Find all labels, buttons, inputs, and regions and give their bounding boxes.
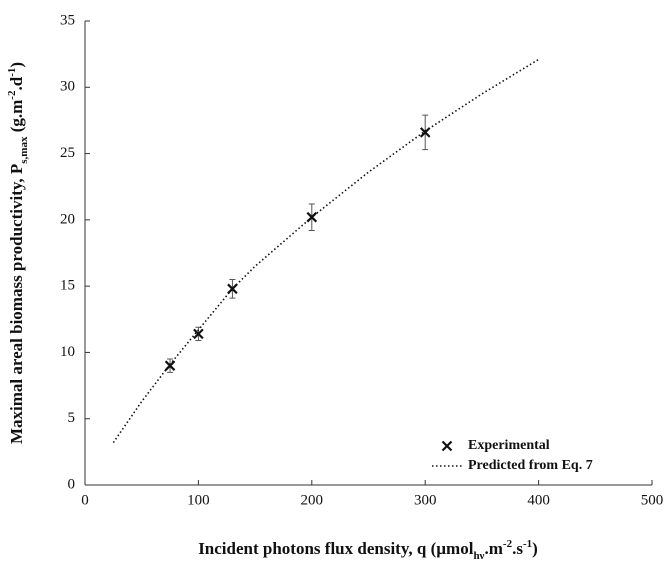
data-point: [419, 127, 431, 138]
axis-label-part: .s: [512, 539, 523, 558]
axis-label-part: .d: [7, 76, 26, 90]
axis-label-part: -2: [503, 538, 513, 550]
axis-label-part: ): [532, 539, 538, 558]
x-axis-label: Incident photons flux density, q (µmolhν…: [198, 538, 538, 562]
legend-label: Predicted from Eq. 7: [468, 458, 593, 473]
y-tick-label: 20: [60, 211, 75, 227]
axis-label-part: hν: [473, 550, 484, 562]
predicted-line: [112, 58, 540, 444]
x-tick-label: 100: [187, 492, 210, 508]
axis-label-part: -1: [523, 538, 532, 550]
x-tick-label: 200: [301, 492, 324, 508]
x-tick-label: 500: [641, 492, 664, 508]
x-tick-label: 0: [81, 492, 89, 508]
y-tick-label: 10: [60, 344, 75, 360]
axis-label-part: s,max: [18, 136, 30, 164]
y-tick-label: 5: [68, 410, 76, 426]
data-point: [164, 360, 176, 371]
legend-marker: [441, 440, 453, 452]
axis-label-part: (g.m: [7, 100, 26, 137]
y-tick-label: 0: [68, 476, 76, 492]
y-tick-label: 30: [60, 79, 75, 95]
legend-label: Experimental: [468, 438, 550, 453]
axis-label-part: ): [7, 62, 26, 68]
axis-label-part: .m: [484, 539, 502, 558]
x-tick-label: 400: [527, 492, 550, 508]
data-point: [193, 328, 204, 340]
y-axis-label: Maximal areal biomass productivity, Ps,m…: [6, 62, 30, 444]
x-tick-label: 300: [414, 492, 437, 508]
data-point: [227, 283, 238, 295]
axis-label-part: -1: [6, 68, 18, 77]
axis-label-part: Maximal areal biomass productivity, P: [7, 164, 26, 444]
y-tick-label: 15: [60, 278, 75, 294]
y-tick-label: 35: [60, 12, 75, 28]
y-tick-label: 25: [60, 145, 75, 161]
axis-label-part: -2: [6, 90, 18, 100]
axis-label-part: Incident photons flux density, q (µmol: [198, 539, 474, 558]
